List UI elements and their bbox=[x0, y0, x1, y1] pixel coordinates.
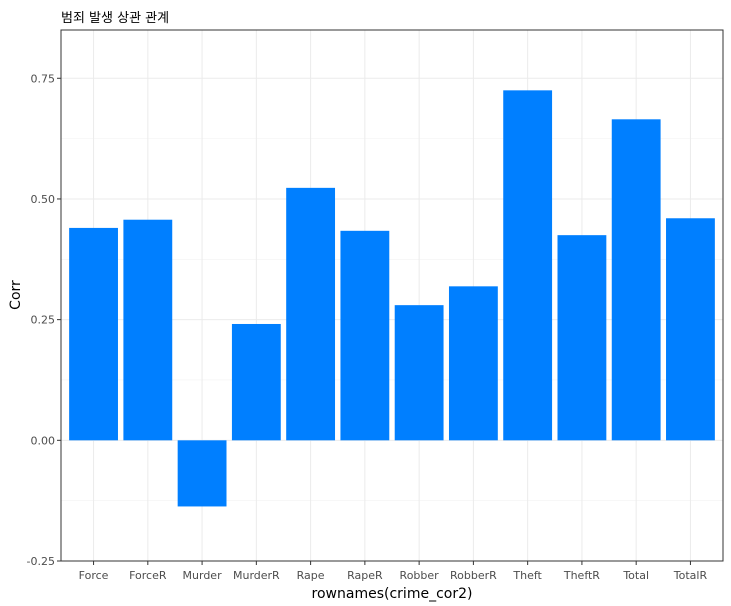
x-tick-label: ForceR bbox=[129, 569, 167, 582]
bar-robber bbox=[394, 305, 444, 441]
y-tick-label: 0.00 bbox=[31, 434, 56, 447]
bar-rape bbox=[286, 187, 336, 441]
bars bbox=[69, 90, 715, 507]
x-tick-label: Rape bbox=[297, 569, 325, 582]
x-tick-label: MurderR bbox=[233, 569, 280, 582]
x-tick-label: Robber bbox=[400, 569, 440, 582]
x-tick-label: RapeR bbox=[347, 569, 383, 582]
y-axis: -0.25 0.00 0.25 0.50 0.75 bbox=[27, 72, 61, 568]
y-tick-label: -0.25 bbox=[27, 555, 55, 568]
bar-theft bbox=[503, 90, 553, 441]
bar-totalr bbox=[666, 218, 715, 441]
bar-force bbox=[69, 227, 118, 441]
x-tick-label: RobberR bbox=[450, 569, 497, 582]
bar-robberr bbox=[448, 286, 498, 441]
plot-border bbox=[60, 29, 724, 562]
x-axis-title: rownames(crime_cor2) bbox=[312, 586, 473, 602]
bar-murder bbox=[177, 440, 227, 507]
y-tick-label: 0.25 bbox=[31, 314, 56, 327]
bar-theftr bbox=[557, 235, 607, 441]
plot-area bbox=[60, 29, 724, 562]
x-tick-label: TotalR bbox=[673, 569, 708, 582]
bar-raper bbox=[340, 230, 390, 441]
x-tick-label: Murder bbox=[183, 569, 223, 582]
x-tick-label: Theft bbox=[512, 569, 542, 582]
y-tick-label: 0.50 bbox=[31, 193, 56, 206]
x-axis: Force ForceR Murder MurderR Rape RapeR Robber R… bbox=[79, 561, 708, 582]
x-tick-label: Force bbox=[79, 569, 109, 582]
y-tick-label: 0.75 bbox=[31, 72, 56, 85]
bar-murderr bbox=[231, 323, 281, 441]
y-axis-title: Corr bbox=[8, 280, 24, 310]
x-tick-label: Total bbox=[622, 569, 649, 582]
bar-total bbox=[611, 119, 661, 441]
bar-forcer bbox=[123, 219, 173, 441]
chart-title: 범죄 발생 상관 관계 bbox=[61, 11, 169, 26]
x-tick-label: TheftR bbox=[563, 569, 600, 582]
